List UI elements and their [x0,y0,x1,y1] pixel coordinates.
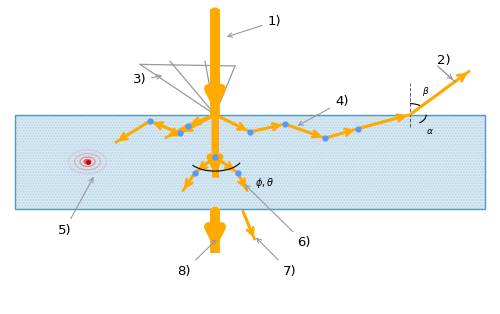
Text: 3): 3) [132,73,161,86]
Text: 8): 8) [178,240,216,278]
Text: 6): 6) [246,185,311,250]
Bar [15,115,485,209]
Bar [15,115,485,209]
Text: $\beta$: $\beta$ [422,85,430,98]
Text: 5): 5) [58,178,93,237]
Text: 4): 4) [298,95,348,125]
Text: 2): 2) [438,54,451,68]
Text: 7): 7) [257,238,296,278]
Text: 1): 1) [228,15,281,37]
Text: $\phi,\theta$: $\phi,\theta$ [255,176,274,190]
Circle shape [84,160,91,164]
Text: $\alpha$: $\alpha$ [426,127,434,136]
